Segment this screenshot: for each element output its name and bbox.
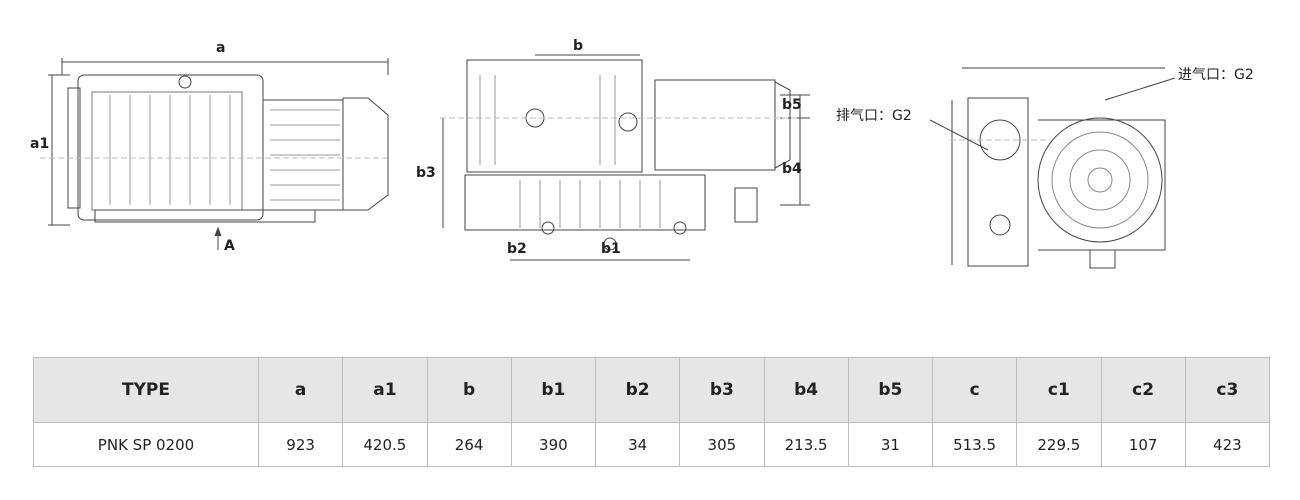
view-label-A: A — [224, 238, 235, 254]
dimension-label-b1: b1 — [601, 241, 621, 257]
cell-b4: 213.5 — [763, 422, 849, 467]
exhaust-port-label: 排气口：G2 — [836, 108, 912, 124]
dimension-table: TYPE a a1 b b1 b2 b3 b4 b5 c c1 c2 c3 PN… — [33, 357, 1271, 467]
cell-b1: 390 — [510, 422, 597, 467]
cell-b2: 34 — [594, 422, 681, 467]
header-b4: b4 — [763, 357, 849, 423]
table-row: PNK SP 0200 923 420.5 264 390 34 305 213… — [33, 422, 1271, 467]
end-view — [929, 67, 1176, 269]
cell-type: PNK SP 0200 — [33, 422, 259, 467]
dimension-label-b2: b2 — [507, 241, 527, 257]
header-c1: c1 — [1016, 357, 1102, 423]
header-b: b — [426, 357, 512, 423]
header-b1: b1 — [510, 357, 597, 423]
cell-a1: 420.5 — [342, 422, 428, 467]
cell-a: 923 — [257, 422, 344, 467]
cell-b: 264 — [426, 422, 512, 467]
dimension-label-b5: b5 — [782, 97, 802, 113]
dimension-label-b3: b3 — [416, 165, 436, 181]
header-c: c — [931, 357, 1018, 423]
cell-c2: 107 — [1100, 422, 1186, 467]
cell-b5: 31 — [847, 422, 934, 467]
header-b3: b3 — [679, 357, 765, 423]
header-a: a — [257, 357, 344, 423]
inlet-port-label: 进气口：G2 — [1178, 67, 1254, 83]
cell-c1: 229.5 — [1016, 422, 1102, 467]
header-a1: a1 — [342, 357, 428, 423]
header-c3: c3 — [1184, 357, 1271, 423]
header-type: TYPE — [33, 357, 259, 423]
cell-c3: 423 — [1184, 422, 1271, 467]
dimension-label-a: a — [216, 40, 226, 56]
dimension-label-b4: b4 — [782, 161, 802, 177]
table-header-row: TYPE a a1 b b1 b2 b3 b4 b5 c c1 c2 c3 — [33, 357, 1271, 423]
dimension-label-a1: a1 — [30, 136, 50, 152]
header-c2: c2 — [1100, 357, 1186, 423]
dimension-label-b: b — [573, 38, 584, 54]
side-view — [40, 58, 390, 250]
cell-c: 513.5 — [931, 422, 1018, 467]
pump-dimension-drawing — [40, 54, 1176, 269]
header-b2: b2 — [594, 357, 681, 423]
header-b5: b5 — [847, 357, 934, 423]
front-view — [440, 54, 810, 261]
cell-b3: 305 — [679, 422, 765, 467]
